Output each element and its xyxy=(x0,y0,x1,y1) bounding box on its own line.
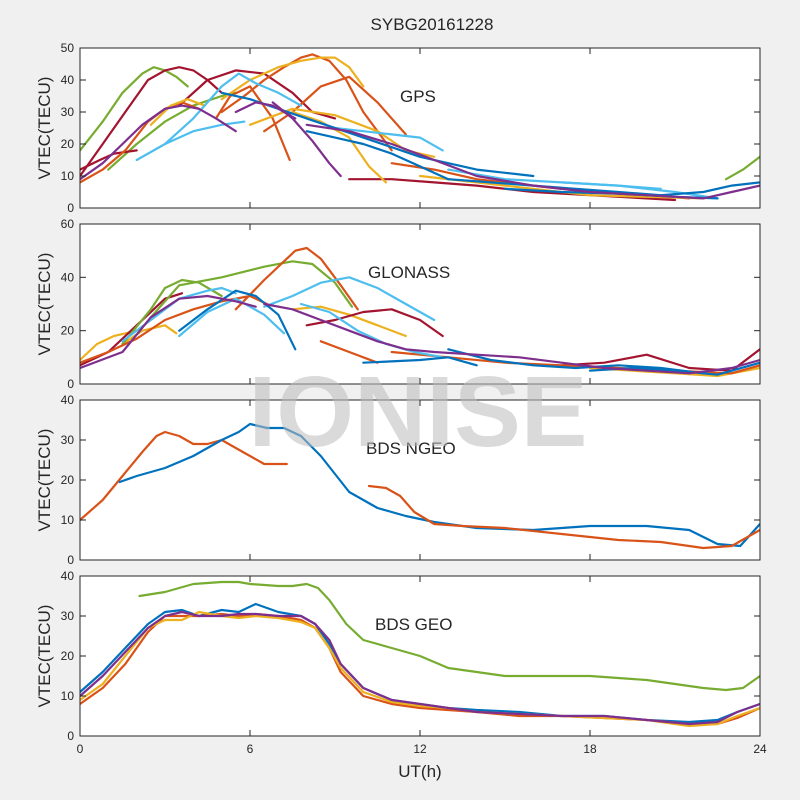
panel-annotation: GPS xyxy=(400,87,436,106)
x-tick-label: 24 xyxy=(753,742,767,756)
y-tick-label: 50 xyxy=(61,41,75,55)
y-tick-label: 40 xyxy=(61,73,75,87)
series-line-orange xyxy=(319,340,379,364)
y-tick-label: 20 xyxy=(61,473,75,487)
series-line-orange xyxy=(367,484,760,550)
series-line-maroon xyxy=(80,149,138,171)
watermark: IONISE xyxy=(249,356,588,468)
y-tick-label: 20 xyxy=(61,324,75,338)
series-line-orange xyxy=(220,53,393,152)
series-line-green xyxy=(724,155,760,181)
y-tick-label: 30 xyxy=(61,433,75,447)
series-line-blue xyxy=(362,356,478,367)
series-line-orange xyxy=(80,430,288,522)
series-line-green xyxy=(80,66,189,152)
y-tick-label: 0 xyxy=(67,729,74,743)
y-axis-label: VTEC(TECU) xyxy=(35,429,54,532)
series-line-cyan xyxy=(178,297,286,338)
series-line-purple xyxy=(80,294,257,370)
panel-annotation: BDS GEO xyxy=(375,615,452,634)
series-line-purple xyxy=(271,101,342,178)
series-line-cyan xyxy=(135,120,246,162)
y-tick-label: 10 xyxy=(61,689,75,703)
y-axis-label: VTEC(TECU) xyxy=(35,253,54,356)
series-line-blue xyxy=(178,289,297,351)
series-group xyxy=(80,53,760,202)
y-tick-label: 10 xyxy=(61,513,75,527)
y-tick-label: 60 xyxy=(61,217,75,231)
series-group xyxy=(80,422,760,550)
y-axis-label: VTEC(TECU) xyxy=(35,77,54,180)
y-tick-label: 40 xyxy=(61,569,75,583)
series-line-cyan xyxy=(299,302,444,359)
plot-area xyxy=(80,224,760,384)
series-line-maroon xyxy=(80,66,223,178)
series-line-green xyxy=(107,91,237,171)
x-tick-label: 12 xyxy=(413,742,427,756)
series-line-blue xyxy=(447,178,760,197)
y-tick-label: 40 xyxy=(61,270,75,284)
plot-area xyxy=(80,400,760,560)
x-tick-label: 0 xyxy=(77,742,84,756)
x-axis-label: UT(h) xyxy=(398,762,441,781)
series-line-purple xyxy=(305,123,760,200)
series-line-green xyxy=(149,260,354,319)
series-line-purple xyxy=(80,610,760,726)
series-group xyxy=(80,580,760,728)
y-tick-label: 30 xyxy=(61,105,75,119)
series-line-cyan xyxy=(560,181,719,200)
y-tick-label: 10 xyxy=(61,169,75,183)
series-line-blue xyxy=(447,348,705,375)
series-line-blue xyxy=(305,130,450,181)
series-line-orange xyxy=(80,294,269,364)
series-line-purple xyxy=(263,302,760,375)
panel-annotation: GLONASS xyxy=(368,263,450,282)
x-tick-label: 6 xyxy=(247,742,254,756)
x-tick-label: 18 xyxy=(583,742,597,756)
y-tick-label: 40 xyxy=(61,393,75,407)
series-line-green xyxy=(121,278,223,346)
panel-1: 0 20 40 60 VTEC(TECU) GLONASS xyxy=(35,217,761,391)
y-tick-label: 0 xyxy=(67,377,74,391)
figure-title: SYBG20161228 xyxy=(371,15,494,34)
y-axis-label: VTEC(TECU) xyxy=(35,605,54,708)
series-line-maroon xyxy=(305,308,444,338)
series-group xyxy=(80,246,760,378)
y-tick-label: 20 xyxy=(61,137,75,151)
series-line-orange xyxy=(214,85,291,162)
series-line-yellow xyxy=(149,98,206,126)
y-tick-label: 0 xyxy=(67,553,74,567)
series-line-cyan xyxy=(263,276,436,322)
series-line-yellow xyxy=(80,329,138,362)
y-tick-label: 20 xyxy=(61,649,75,663)
y-tick-label: 0 xyxy=(67,201,74,215)
series-line-blue xyxy=(118,422,760,548)
panel-0: 0 10 20 30 40 50 VTEC(TECU) GPS xyxy=(35,41,761,215)
series-line-purple xyxy=(80,104,237,181)
series-line-yellow xyxy=(220,56,365,101)
series-line-cyan xyxy=(163,72,303,146)
series-line-yellow xyxy=(291,110,388,184)
panel-annotation: BDS NGEO xyxy=(366,439,456,458)
series-line-orange xyxy=(234,246,359,311)
y-tick-label: 30 xyxy=(61,609,75,623)
panel-2: 0 10 20 30 40 VTEC(TECU) BDS NGEO xyxy=(35,393,761,567)
panel-3: 0 6 12 18 24 0 10 20 30 40 VTEC(TECU) BDS GEO xyxy=(35,569,767,756)
series-line-green xyxy=(138,580,760,692)
